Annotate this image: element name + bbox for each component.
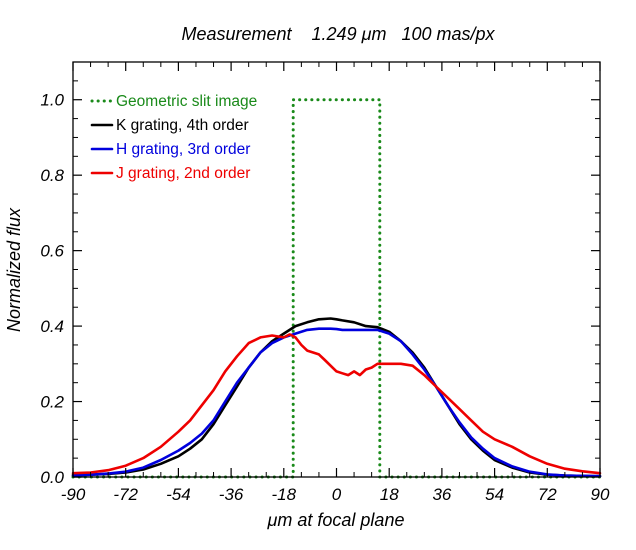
series-line-3: [71, 327, 602, 478]
y-tick-label: 0.4: [40, 317, 64, 336]
x-tick-label: -54: [166, 485, 191, 504]
y-axis-title: Normalized flux: [4, 207, 24, 332]
legend-label: Geometric slit image: [116, 93, 257, 110]
y-tick-label: 0.2: [40, 393, 64, 412]
x-tick-label: 72: [538, 485, 557, 504]
x-tick-label: 36: [432, 485, 451, 504]
legend: Geometric slit image K grating, 4th order…: [90, 93, 257, 182]
y-tick-label: 0.6: [40, 242, 64, 261]
series-line-4: [71, 333, 602, 475]
chart-title: Measurement 1.249 μm 100 mas/px: [181, 24, 495, 44]
x-tick-label: 54: [485, 485, 504, 504]
x-axis-title: μm at focal plane: [267, 510, 405, 530]
x-tick-label: 18: [380, 485, 399, 504]
y-tick-label: 0.0: [40, 468, 64, 487]
legend-label: K grating, 4th order: [116, 117, 249, 134]
x-tick-label: -18: [272, 485, 297, 504]
x-tick-label: -90: [61, 485, 86, 504]
x-axis: -90 -72 -54 -36 -18 0 18 36 54 72 90: [61, 62, 610, 504]
legend-label: H grating, 3rd order: [116, 141, 250, 158]
series-line-2: [71, 317, 602, 478]
legend-label: J grating, 2nd order: [116, 165, 250, 182]
x-tick-label: 90: [591, 485, 610, 504]
y-tick-label: 0.8: [40, 166, 64, 185]
y-axis: 0.0 0.2 0.4 0.6 0.8 1.0: [40, 80, 600, 487]
y-tick-label: 1.0: [40, 91, 64, 110]
x-tick-label: -36: [219, 485, 244, 504]
x-tick-label: 0: [332, 485, 342, 504]
x-tick-label: -72: [113, 485, 138, 504]
